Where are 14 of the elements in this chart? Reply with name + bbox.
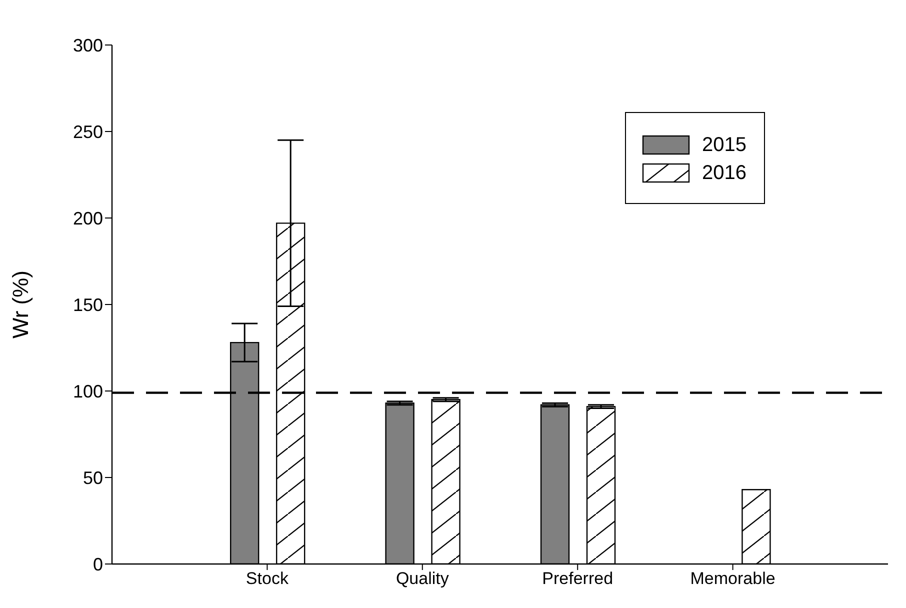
x-tick-label: Stock	[246, 569, 289, 588]
y-tick-label: 200	[72, 208, 103, 228]
y-tick-label: 150	[72, 294, 103, 315]
y-tick-label: 300	[72, 35, 103, 56]
y-axis-title: Wr (%)	[8, 270, 33, 339]
y-tick-label: 250	[72, 122, 103, 142]
y-tick-label: 0	[92, 554, 103, 574]
x-tick-label: Quality	[396, 569, 450, 588]
x-tick-label: Memorable	[690, 569, 776, 588]
legend-label: 2015	[702, 134, 746, 156]
legend-label: 2016	[702, 162, 746, 184]
y-tick-label: 100	[72, 381, 103, 402]
x-tick-label: Preferred	[542, 569, 614, 588]
y-tick-label: 50	[82, 468, 103, 488]
